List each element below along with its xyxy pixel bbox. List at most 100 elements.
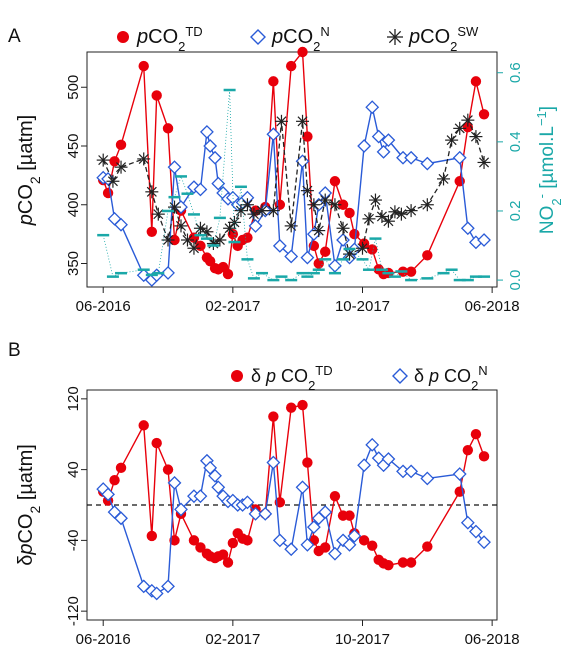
n-point [469,524,483,539]
td-point [188,535,200,546]
y-tick-label: 40 [65,461,82,478]
sw-point-stroke [175,220,187,231]
sw-point [404,204,418,218]
td-point [285,60,297,72]
n-point [161,579,175,594]
y2-axis-label-a: NO2- [µmol.L−1] [534,106,564,234]
td-point [151,90,162,101]
sw-point [437,172,451,186]
sw-point-stroke [268,205,279,216]
sw-point [381,214,395,228]
n-point [193,182,208,197]
td-point [138,60,149,72]
n-point [114,511,128,526]
td-point [478,451,490,462]
n-point [248,506,263,521]
sw-point-stroke [389,206,400,217]
sw-point [300,184,314,198]
n-point [460,515,475,530]
sw-point-stroke [107,176,118,187]
td-point [115,139,127,151]
td-point [138,420,149,431]
n-point [208,150,222,165]
sw-point-stroke [383,216,394,227]
td-point [422,541,433,552]
axes-a: 06-2016 02-2017 10-2017 06-2018 350 400 450 500… [65,62,524,315]
n-point [381,133,396,148]
sw-point-stroke [163,234,174,246]
sw-point [137,152,151,166]
sw-point-stroke [396,209,407,220]
td-point [470,76,482,87]
sw-point [336,221,350,235]
td-point [162,123,174,134]
n-point [342,537,357,552]
sw-point [174,219,188,233]
n-point [452,150,467,165]
sw-point-stroke [313,225,324,236]
n-point [452,467,467,481]
sw-point [96,153,110,167]
td-point [337,199,349,210]
n-point [365,437,380,452]
n-point [167,475,182,490]
y2-tick-label: 0.0 [507,270,524,291]
td-point [313,258,324,269]
n-point [404,150,419,165]
legend-td-marker [117,31,129,43]
sw-point-stroke [153,209,164,220]
panel-b: B δ p CO2TD δ p CO2N 06-2016 02-2017 10-201… [8,340,520,648]
n-point [347,529,362,543]
sw-point [318,193,332,207]
sw-point [180,233,194,247]
sw-point-stroke [363,213,374,224]
td-point [344,510,355,521]
td-point [302,457,313,468]
n-point [208,468,222,483]
n-point [266,455,281,470]
n-point [300,537,315,552]
sw-point [227,215,241,229]
sw-point [200,225,214,239]
n-point [248,218,263,233]
sw-point-stroke [344,249,355,260]
x-tick-label: 02-2017 [205,298,260,315]
sw-point-stroke [479,157,490,168]
td-point [349,228,360,240]
plot-frame-a [86,51,498,288]
n-point [365,100,380,115]
n-point [328,546,342,561]
sw-point [469,130,483,144]
n-point [149,586,164,601]
sw-point-stroke [188,243,199,254]
x-tick-label: 06-2016 [76,298,131,315]
legend-label-td: δ p CO2TD [251,363,333,393]
n-point [376,144,391,159]
sw-point-stroke [470,131,481,142]
sw-point-stroke [302,185,313,196]
panel-label-b: B [8,340,21,361]
sw-point [213,233,227,247]
y-tick-label: -40 [65,530,82,552]
sw-point [355,241,369,255]
n-point [174,502,188,517]
sw-point-stroke [229,217,240,228]
n-point [328,258,342,273]
td-point [329,490,341,502]
td-point [397,557,409,568]
sw-point-stroke [116,162,127,173]
td-point [268,411,279,422]
n-point [381,452,396,466]
sw-point-stroke [338,223,349,234]
td-point [470,429,482,440]
n-point [371,129,386,144]
n-point [200,124,214,139]
legend-sw-stroke [388,30,402,44]
sw-point [312,224,326,238]
sw-point-stroke [320,195,331,206]
td-point [115,462,127,474]
sw-point-stroke [438,173,449,184]
sw-point-stroke [297,116,308,127]
n-point [167,160,182,175]
